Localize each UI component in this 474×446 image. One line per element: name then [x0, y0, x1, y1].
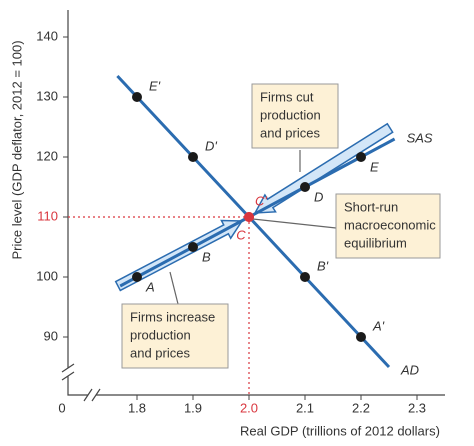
point-label: C: [236, 227, 246, 242]
line-extension: [360, 137, 396, 159]
x-tick-label: 2.1: [296, 400, 314, 415]
callout-text: and prices: [130, 345, 190, 360]
y-tick-label: 110: [37, 208, 58, 223]
data-point: [300, 182, 310, 192]
y-tick-label: 120: [36, 148, 58, 163]
data-point: [244, 212, 254, 222]
data-point: [356, 152, 366, 162]
callout-pointer: [252, 218, 337, 229]
y-tick-label: 90: [44, 328, 58, 343]
callout-box: [121, 303, 229, 369]
point-label: A': [372, 318, 385, 333]
callout-text: equilibrium: [344, 235, 407, 250]
x-tick-label: 1.8: [128, 400, 146, 415]
data-point: [132, 92, 142, 102]
point-label: E': [149, 78, 161, 93]
data-point: [356, 332, 366, 342]
movement-arrow: [253, 122, 394, 214]
callout-box: [335, 193, 441, 259]
data-point: [188, 242, 198, 252]
data-point: [132, 272, 142, 282]
point-label: D: [314, 189, 323, 204]
callout-text: Firms cut: [260, 89, 314, 104]
point-label: D': [205, 138, 217, 153]
callout-box: [251, 83, 339, 149]
callout-pointer: [169, 271, 179, 305]
axes: [61, 10, 445, 402]
series-label: AD: [400, 362, 419, 377]
series-label: SAS: [407, 130, 433, 145]
x-tick-label: 1.9: [184, 400, 202, 415]
callout-text: Short-run: [344, 199, 398, 214]
callout-text: and prices: [260, 125, 320, 140]
y-axis-title: Price level (GDP deflator, 2012 = 100): [9, 40, 24, 259]
point-label: A: [145, 279, 155, 294]
x-tick-label: 2.0: [240, 400, 258, 415]
callout-text: Firms increase: [130, 309, 215, 324]
y-tick-label: 100: [36, 268, 58, 283]
point-label: B': [317, 258, 329, 273]
data-point: [300, 272, 310, 282]
point-label: B: [202, 249, 211, 264]
x-axis-title: Real GDP (trillions of 2012 dollars): [240, 423, 440, 438]
x-tick-label: 2.2: [352, 400, 370, 415]
y-tick-label: 130: [36, 88, 58, 103]
callout-text: production: [260, 107, 321, 122]
y-tick-label: 140: [36, 28, 58, 43]
x-tick-label: 2.3: [408, 400, 426, 415]
callout-text: production: [130, 327, 191, 342]
origin-label: 0: [58, 400, 65, 415]
callout-text: macroeconomic: [344, 217, 436, 232]
line-extension: [359, 335, 391, 369]
data-point: [188, 152, 198, 162]
point-label: E: [370, 159, 379, 174]
point-label: C': [255, 193, 267, 208]
